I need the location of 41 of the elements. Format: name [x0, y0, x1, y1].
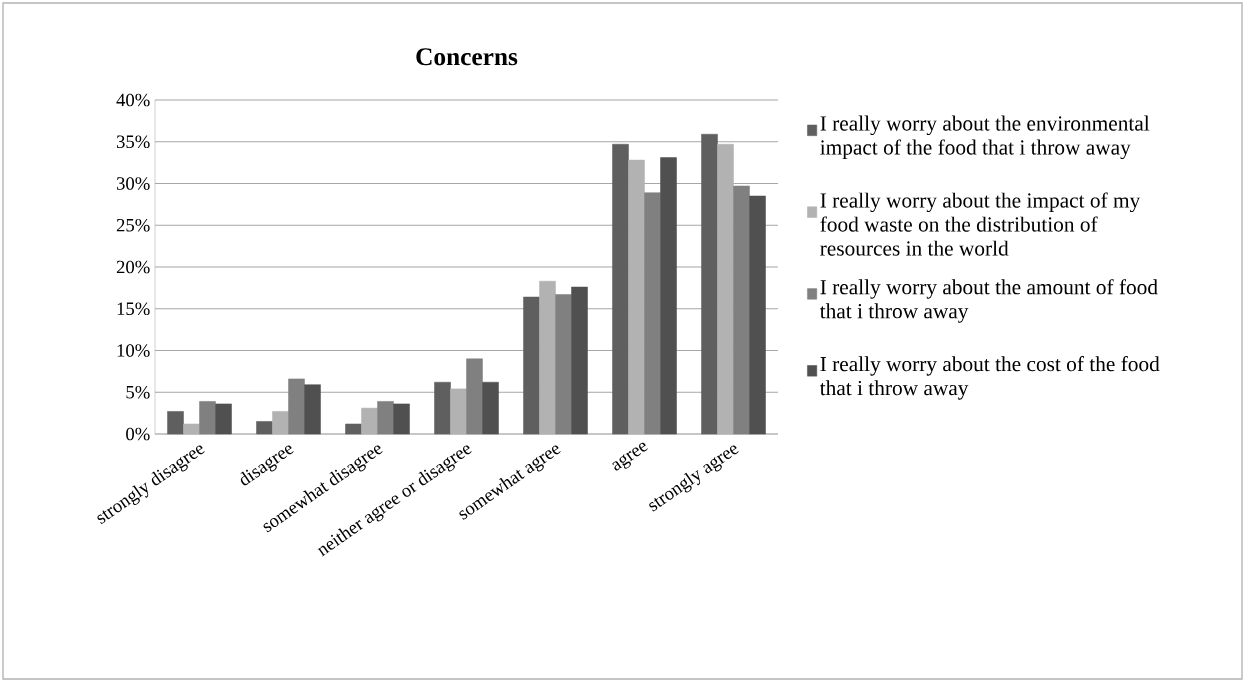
bar	[256, 421, 273, 435]
legend-label: I really worry about the amount of food that i throw away	[819, 279, 1158, 323]
legend-label: I really worry about the impact of my food waste on the distribution of resources in the world	[820, 192, 1141, 256]
bar	[393, 403, 410, 435]
bar	[199, 401, 216, 435]
bar	[215, 403, 232, 435]
y-tick-label: 10%	[117, 344, 150, 357]
y-tick-label: 15%	[117, 302, 150, 316]
bar	[612, 143, 629, 435]
y-tick-label: 30%	[116, 177, 150, 190]
x-tick-label: agree	[612, 442, 648, 471]
bar	[571, 286, 588, 435]
bar	[749, 195, 766, 435]
y-tick-label: 20%	[116, 260, 150, 274]
bar	[183, 423, 200, 435]
bar	[482, 381, 499, 435]
bar	[733, 185, 750, 435]
bar	[272, 411, 289, 435]
bar	[523, 296, 540, 435]
bar	[644, 192, 661, 435]
bar	[167, 411, 184, 435]
y-tick-label: 0%	[126, 427, 150, 441]
y-tick-label: 40%	[116, 93, 150, 107]
y-tick-label: 25%	[116, 218, 150, 232]
bar	[539, 280, 556, 435]
bar	[434, 381, 451, 435]
bar	[450, 388, 467, 435]
bar	[345, 423, 362, 435]
bar	[288, 378, 305, 435]
legend-label: I really worry about the environmental impact of the food that i throw away	[820, 115, 1150, 160]
y-tick-label: 5%	[126, 385, 150, 399]
bar	[555, 294, 572, 435]
bar	[660, 157, 677, 435]
bar	[377, 401, 394, 435]
y-tick-label: 35%	[116, 135, 150, 149]
bar	[361, 407, 378, 435]
bar	[701, 133, 718, 435]
bar	[466, 358, 483, 435]
legend-label: I really worry about the cost of the food that i throw away	[819, 356, 1160, 400]
chart-title: Concerns	[416, 48, 518, 66]
bar	[304, 384, 321, 435]
